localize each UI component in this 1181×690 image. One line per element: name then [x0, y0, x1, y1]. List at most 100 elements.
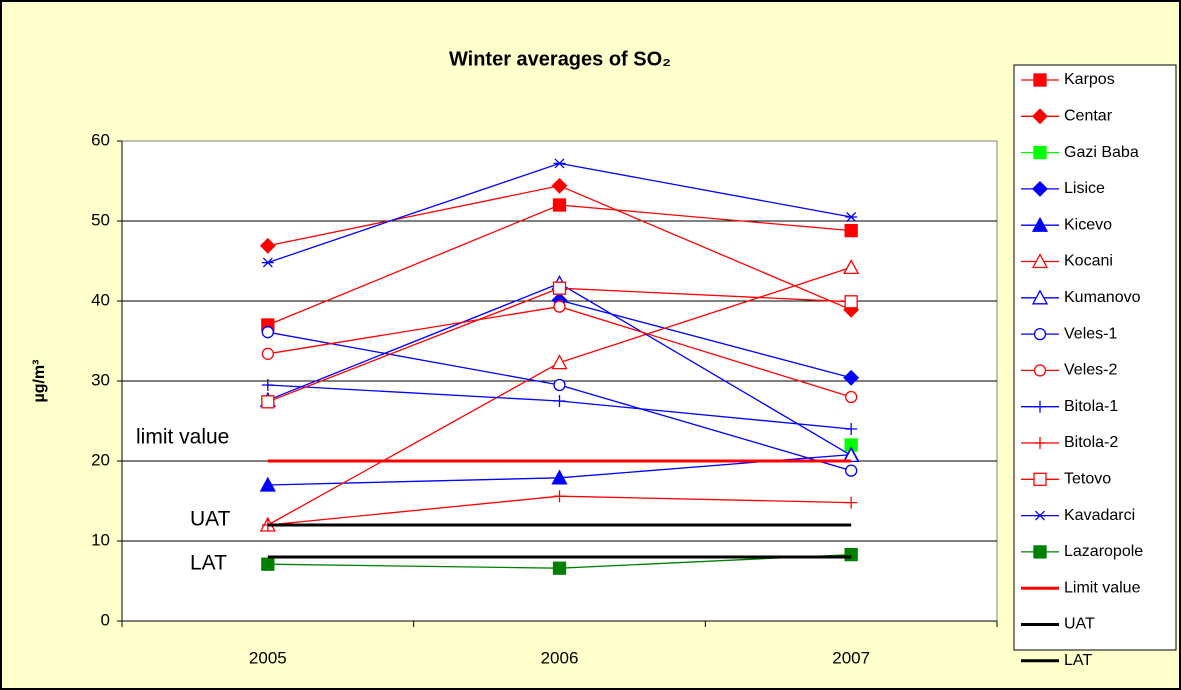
marker [552, 281, 567, 295]
chart-title: Winter averages of SO₂ [449, 48, 671, 70]
legend-label: Kavadarci [1064, 507, 1135, 524]
y-tick-label: 60 [91, 130, 110, 149]
legend-label: Centar [1064, 108, 1113, 125]
marker [843, 369, 860, 386]
legend-label: Limit value [1064, 579, 1141, 596]
legend-item: Veles-1 [1021, 325, 1117, 342]
marker [1031, 253, 1049, 269]
y-axis-label: µg/m³ [31, 360, 48, 403]
marker [1033, 364, 1047, 377]
y-tick-label: 50 [91, 210, 110, 229]
marker [1032, 108, 1048, 125]
x-tick-label: 2005 [249, 648, 287, 667]
series [261, 547, 858, 575]
marker [553, 300, 566, 313]
series [261, 326, 858, 477]
marker [261, 379, 274, 391]
legend-label: Kumanovo [1064, 289, 1141, 306]
marker [261, 326, 274, 339]
marker [1031, 289, 1049, 305]
marker [845, 496, 858, 509]
marker [844, 547, 858, 562]
marker [1034, 400, 1046, 413]
x-tick-label: 2006 [541, 648, 579, 667]
annotation: LAT [190, 552, 227, 575]
marker [551, 177, 568, 194]
marker [553, 158, 566, 169]
legend-label: Lisice [1064, 180, 1105, 197]
legend-label: Gazi Baba [1064, 144, 1139, 161]
marker [1033, 145, 1047, 160]
legend-item: LAT [1021, 652, 1092, 669]
legend-item: Lisice [1021, 180, 1105, 197]
legend-label: Karpos [1064, 71, 1115, 88]
marker [845, 464, 858, 477]
series-line [559, 299, 852, 379]
legend-item: Kavadarci [1021, 507, 1135, 524]
marker [845, 423, 858, 435]
marker [553, 395, 566, 407]
marker [553, 378, 566, 392]
legend-item: Lazaropole [1021, 543, 1143, 560]
marker [843, 259, 860, 275]
x-tick-label: 2007 [832, 648, 870, 667]
marker [1034, 437, 1046, 449]
legend-item: Bitola-1 [1021, 398, 1118, 415]
marker [551, 354, 568, 370]
legend-label: Lazaropole [1064, 543, 1143, 560]
series [261, 300, 858, 404]
y-tick-label: 30 [91, 370, 110, 389]
marker [1034, 510, 1046, 521]
marker [844, 295, 858, 309]
y-tick-label: 10 [91, 530, 110, 549]
marker [553, 490, 566, 503]
legend-item: Bitola-2 [1021, 434, 1118, 451]
legend-item: Karpos [1021, 71, 1115, 88]
marker [844, 223, 858, 238]
marker [1033, 472, 1047, 486]
legend-label: Kocani [1064, 253, 1113, 270]
marker [1033, 73, 1047, 87]
marker [845, 212, 858, 222]
marker [551, 469, 568, 485]
series [261, 158, 858, 268]
marker [1032, 180, 1048, 197]
legend-item: Gazi Baba [1021, 144, 1139, 161]
legend-label: Bitola-2 [1064, 434, 1118, 451]
legend-item: Kicevo [1021, 216, 1112, 233]
annotation: limit value [136, 426, 229, 449]
legend-item: Kumanovo [1021, 289, 1141, 306]
legend-label: Tetovo [1064, 471, 1111, 488]
legend-item: Veles-2 [1021, 362, 1117, 379]
legend-item: Kocani [1021, 253, 1113, 270]
marker [259, 237, 276, 254]
marker [1033, 327, 1047, 341]
marker [552, 198, 567, 212]
legend-label: UAT [1064, 616, 1095, 633]
marker [1033, 545, 1047, 559]
marker [261, 257, 274, 268]
marker [261, 557, 275, 571]
series [261, 490, 858, 531]
series [259, 177, 860, 318]
marker [845, 390, 858, 404]
marker [259, 476, 276, 492]
annotation: UAT [190, 508, 231, 531]
legend-item: Tetovo [1021, 471, 1111, 488]
legend-label: Kicevo [1064, 216, 1112, 233]
legend-label: LAT [1064, 652, 1092, 669]
marker [552, 561, 567, 575]
legend-item: Centar [1021, 108, 1113, 125]
series [261, 379, 858, 435]
series [261, 281, 858, 409]
legend-item: Limit value [1021, 579, 1141, 596]
marker [261, 395, 275, 409]
legend-label: Bitola-1 [1064, 398, 1118, 415]
series [551, 292, 860, 386]
legend-label: Veles-1 [1064, 325, 1117, 342]
y-tick-label: 40 [91, 290, 110, 309]
legend-label: Veles-2 [1064, 362, 1117, 379]
legend-item: UAT [1021, 616, 1095, 633]
marker [261, 347, 274, 360]
